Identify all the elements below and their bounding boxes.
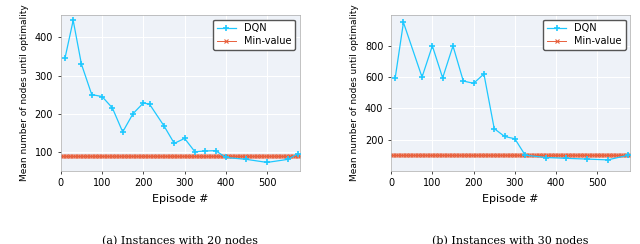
Line: DQN: DQN [392, 19, 632, 163]
Min-value [200, 155, 207, 158]
X-axis label: Episode #: Episode # [483, 194, 539, 204]
Line: Min-value: Min-value [58, 154, 303, 159]
Min-value [277, 155, 285, 158]
DQN [160, 124, 168, 127]
DQN [180, 137, 188, 140]
Min-value [627, 154, 634, 157]
DQN [399, 21, 407, 24]
Min-value [387, 154, 395, 157]
Legend: DQN, Min-value: DQN, Min-value [212, 20, 295, 50]
Min-value [607, 154, 615, 157]
DQN [61, 57, 68, 60]
DQN [88, 93, 95, 96]
DQN [109, 106, 116, 109]
DQN [284, 158, 292, 161]
DQN [563, 157, 570, 160]
Min-value [57, 155, 65, 158]
Min-value [296, 155, 304, 158]
DQN [429, 44, 436, 47]
DQN [191, 150, 199, 153]
DQN [294, 152, 302, 155]
DQN [69, 19, 77, 22]
Text: (a) Instances with 20 nodes: (a) Instances with 20 nodes [102, 236, 259, 244]
DQN [98, 95, 106, 98]
DQN [500, 135, 508, 138]
Min-value [113, 155, 120, 158]
Min-value [433, 154, 441, 157]
Min-value [530, 154, 538, 157]
Min-value [443, 154, 451, 157]
DQN [490, 127, 498, 130]
DQN [212, 149, 220, 152]
DQN [391, 76, 399, 79]
DQN [77, 63, 85, 66]
DQN [222, 156, 230, 159]
DQN [439, 76, 447, 79]
DQN [625, 154, 632, 157]
DQN [418, 76, 426, 79]
DQN [449, 44, 457, 47]
DQN [583, 158, 591, 161]
Min-value [284, 155, 292, 158]
DQN [202, 150, 209, 152]
Min-value [103, 155, 111, 158]
DQN [129, 112, 137, 115]
Min-value [180, 155, 188, 158]
DQN [119, 131, 127, 133]
DQN [470, 82, 477, 85]
Line: DQN: DQN [61, 17, 301, 166]
X-axis label: Episode #: Episode # [152, 194, 209, 204]
DQN [604, 158, 612, 161]
DQN [511, 137, 518, 140]
Y-axis label: Mean number of nodes until optimality: Mean number of nodes until optimality [20, 4, 29, 181]
DQN [140, 102, 147, 104]
Legend: DQN, Min-value: DQN, Min-value [543, 20, 625, 50]
Min-value [614, 154, 622, 157]
DQN [263, 161, 271, 164]
Text: (b) Instances with 30 nodes: (b) Instances with 30 nodes [433, 236, 589, 244]
DQN [480, 72, 488, 75]
DQN [146, 103, 154, 106]
DQN [460, 80, 467, 82]
DQN [170, 142, 178, 145]
DQN [522, 154, 529, 157]
Y-axis label: Mean number of nodes until optimality: Mean number of nodes until optimality [350, 4, 360, 181]
Line: Min-value: Min-value [388, 153, 633, 158]
DQN [243, 158, 250, 161]
Min-value [511, 154, 518, 157]
DQN [542, 156, 550, 159]
